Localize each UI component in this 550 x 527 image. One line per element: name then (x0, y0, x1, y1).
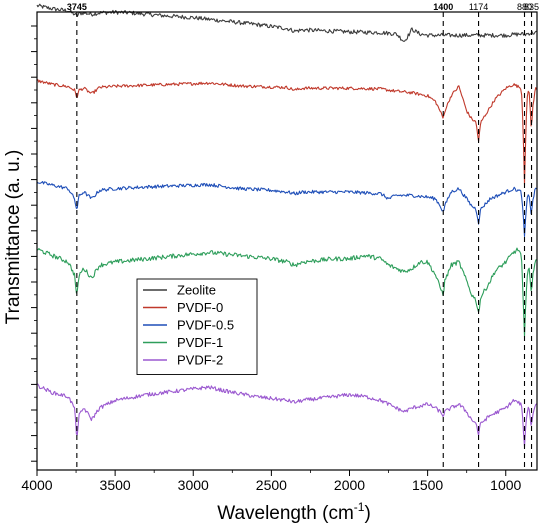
legend-box (136, 278, 258, 375)
x-axis-label-main: Wavelength (cm (217, 503, 354, 524)
series-line-pvdf-0-5 (36, 180, 537, 238)
reference-line-label-1174: 1174 (469, 2, 488, 12)
x-tick-label-1000: 1000 (490, 477, 521, 493)
x-axis-label-superscript: -1 (354, 500, 365, 514)
legend-label-pvdf-2: PVDF-2 (177, 353, 223, 368)
x-tick-label-3500: 3500 (100, 477, 131, 493)
reference-line-label-835: 835 (524, 2, 539, 12)
y-ticks-group (31, 25, 37, 462)
x-tick-label-4000: 4000 (21, 477, 52, 493)
series-line-pvdf-1 (36, 247, 537, 338)
plot-frame (36, 11, 538, 471)
series-line-pvdf-2 (36, 383, 538, 448)
x-ticks-group: 4000 3500 3000 2500 2000 1500 1000 (21, 470, 522, 493)
legend-label-pvdf-1: PVDF-1 (177, 335, 223, 350)
legend-label-pvdf-0: PVDF-0 (177, 300, 223, 315)
series-line-zeolite (36, 3, 537, 42)
x-tick-label-2500: 2500 (256, 477, 287, 493)
reference-line-label-880: 880 (517, 2, 532, 12)
legend-label-zeolite: Zeolite (177, 283, 216, 298)
x-tick-label-3000: 3000 (178, 477, 209, 493)
series-line-pvdf-0 (36, 79, 538, 186)
x-tick-label-2000: 2000 (334, 477, 365, 493)
legend-label-pvdf-0-5: PVDF-0.5 (177, 318, 234, 333)
reference-line-label-1400: 1400 (433, 2, 453, 12)
x-axis-label-close: ) (364, 503, 370, 524)
x-tick-label-1500: 1500 (412, 477, 443, 493)
legend: Zeolite PVDF-0 PVDF-0.5 PVDF-1 PVDF-2 (136, 278, 258, 375)
series-group (36, 3, 538, 448)
x-axis-label: Wavelength (cm-1) (217, 500, 371, 524)
reference-line-label-3745: 3745 (67, 2, 87, 12)
y-axis-label: Transmittance (a. u.) (3, 150, 24, 325)
